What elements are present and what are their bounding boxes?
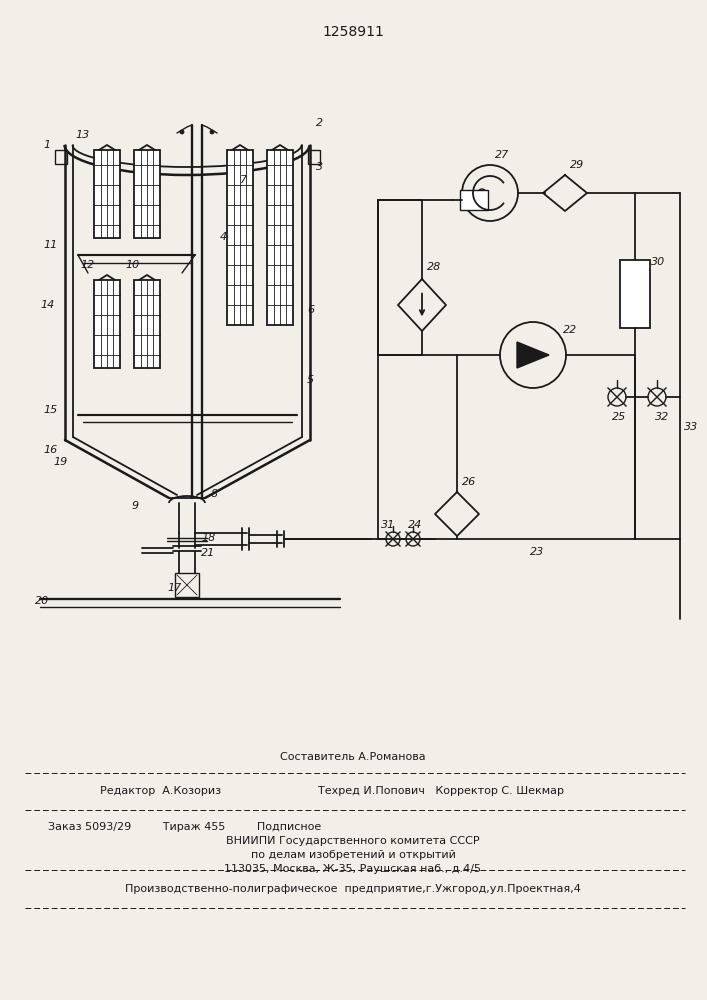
Text: 20: 20 — [35, 596, 49, 606]
Text: 30: 30 — [651, 257, 665, 267]
Text: 22: 22 — [563, 325, 577, 335]
Bar — [134, 150, 160, 238]
Text: 24: 24 — [408, 520, 422, 530]
Text: 29: 29 — [570, 160, 584, 170]
Text: 5: 5 — [307, 375, 314, 385]
Text: 33: 33 — [684, 422, 699, 432]
Bar — [94, 150, 120, 238]
Text: Заказ 5093/29         Тираж 455         Подписное: Заказ 5093/29 Тираж 455 Подписное — [48, 822, 321, 832]
Bar — [620, 260, 650, 328]
Circle shape — [180, 130, 184, 134]
Text: 12: 12 — [80, 260, 94, 270]
Circle shape — [210, 130, 214, 134]
Text: 9: 9 — [132, 501, 139, 511]
Text: 113035, Москва, Ж-35, Раушская наб., д.4/5: 113035, Москва, Ж-35, Раушская наб., д.4… — [225, 864, 481, 874]
Text: 23: 23 — [530, 547, 544, 557]
Bar — [227, 150, 253, 325]
Bar — [55, 150, 67, 164]
Text: 7: 7 — [240, 175, 247, 185]
Bar — [134, 280, 160, 368]
Text: Редактор  А.Козориз: Редактор А.Козориз — [100, 786, 221, 796]
Text: 28: 28 — [427, 262, 441, 272]
Polygon shape — [517, 342, 549, 368]
Text: 4: 4 — [220, 232, 227, 242]
Text: 11: 11 — [43, 240, 57, 250]
Text: 2: 2 — [316, 118, 323, 128]
Text: 32: 32 — [655, 412, 670, 422]
Text: 14: 14 — [40, 300, 54, 310]
Text: 13: 13 — [75, 130, 89, 140]
Text: Производственно-полиграфическое  предприятие,г.Ужгород,ул.Проектная,4: Производственно-полиграфическое предприя… — [125, 884, 581, 894]
Text: 16: 16 — [43, 445, 57, 455]
Bar — [267, 150, 293, 325]
Text: 25: 25 — [612, 412, 626, 422]
Bar — [175, 573, 199, 597]
Bar — [308, 150, 320, 164]
Text: 1258911: 1258911 — [322, 25, 384, 39]
Text: 26: 26 — [462, 477, 477, 487]
Text: 8: 8 — [211, 489, 218, 499]
Bar — [460, 190, 488, 210]
Text: 6: 6 — [307, 305, 314, 315]
Text: 17: 17 — [167, 583, 181, 593]
Text: 31: 31 — [381, 520, 395, 530]
Text: 10: 10 — [125, 260, 139, 270]
Text: Техред И.Попович   Корректор С. Шекмар: Техред И.Попович Корректор С. Шекмар — [318, 786, 564, 796]
Text: 21: 21 — [201, 548, 215, 558]
Text: 3: 3 — [316, 162, 323, 172]
Text: 19: 19 — [53, 457, 67, 467]
Text: 15: 15 — [43, 405, 57, 415]
Text: Составитель А.Романова: Составитель А.Романова — [280, 752, 426, 762]
Text: ВНИИПИ Государственного комитета СССР: ВНИИПИ Государственного комитета СССР — [226, 836, 480, 846]
Text: 18: 18 — [201, 533, 215, 543]
Bar — [94, 280, 120, 368]
Text: 1: 1 — [43, 140, 50, 150]
Text: 27: 27 — [495, 150, 509, 160]
Text: по делам изобретений и открытий: по делам изобретений и открытий — [250, 850, 455, 860]
